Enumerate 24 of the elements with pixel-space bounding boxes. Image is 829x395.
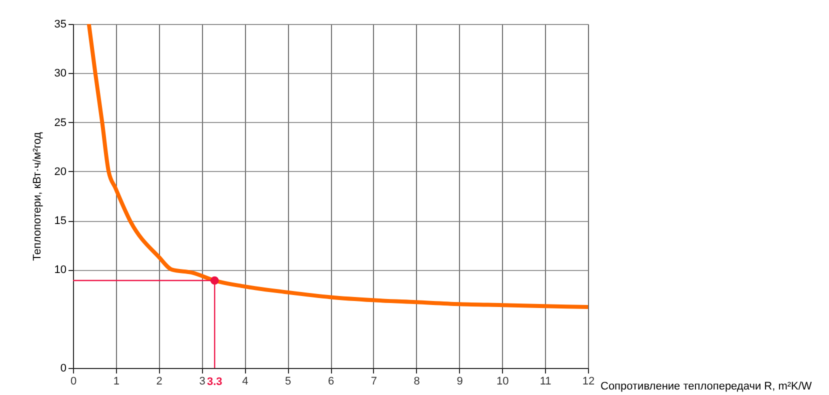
y-tick-label: 15 [54,215,66,228]
x-tick-label: 8 [414,376,420,388]
x-tick-label: 12 [582,376,595,388]
y-tick-label: 0 [60,362,66,374]
x-tick-label: 11 [540,376,552,388]
x-tick-label: 0 [70,376,77,388]
x-tick-label: 9 [456,376,463,388]
x-tick-label: 7 [370,376,377,388]
x-tick-label: 5 [285,376,292,388]
y-tick-label: 25 [54,116,66,129]
x-tick-label: 6 [328,376,334,388]
y-tick-label: 10 [54,264,66,276]
line-series [86,24,588,310]
x-tick-label: 2 [156,376,162,388]
x-tick-label: 3 [199,376,206,388]
x-axis-title: Сопротивление теплопередачи R, m²K/W [600,380,812,392]
x-tick-label: 1 [113,376,120,388]
y-axis-title: Теплопотери, кВт·ч/м²год [31,132,44,261]
y-tick-label: 20 [54,166,66,178]
ref-line-label: 3.3 [206,376,222,388]
y-tick-label: 35 [54,18,66,30]
y-tick-label: 30 [54,68,66,80]
x-tick-label: 4 [242,376,248,388]
x-tick-label: 10 [496,376,509,388]
